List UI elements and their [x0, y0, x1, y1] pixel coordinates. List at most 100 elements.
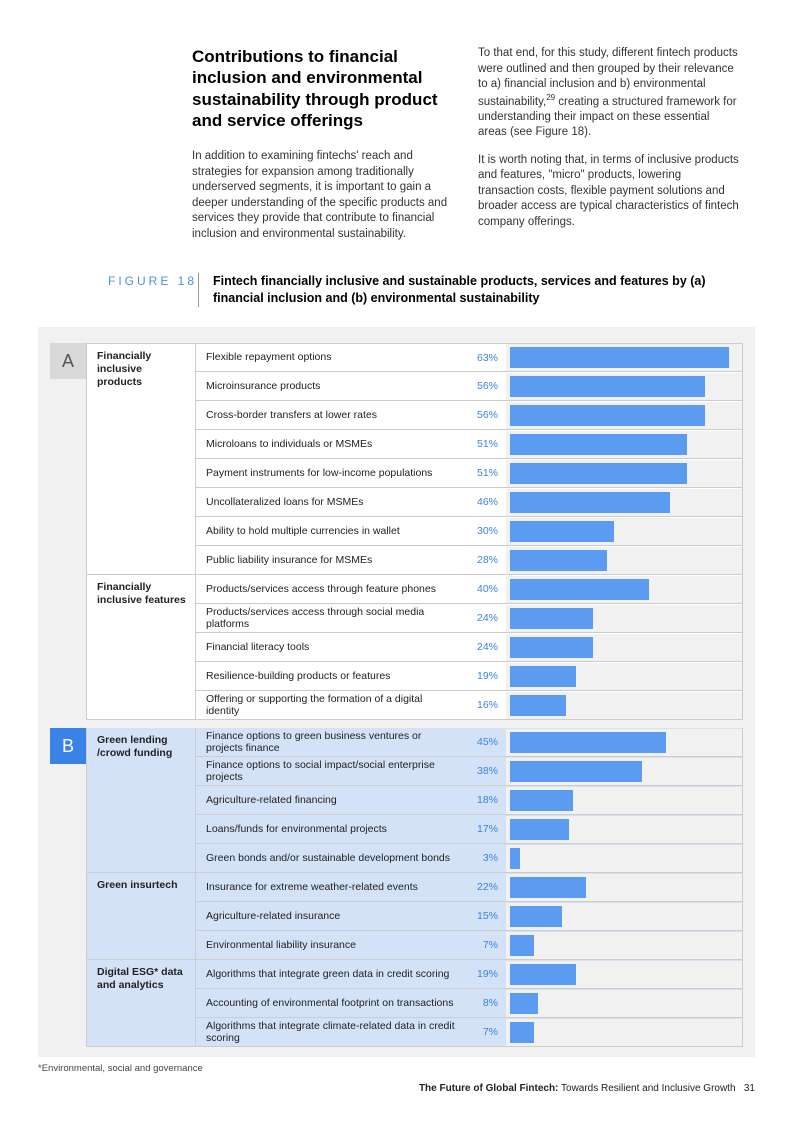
bar-cell	[506, 903, 742, 930]
bar	[510, 376, 705, 397]
chart-row: Offering or supporting the formation of …	[195, 691, 743, 720]
figure-title: Fintech financially inclusive and sustai…	[213, 273, 740, 307]
chart-row: Financial literacy tools24%	[195, 633, 743, 662]
item-label: Loans/funds for environmental projects	[196, 823, 466, 835]
item-label: Uncollateralized loans for MSMEs	[196, 496, 466, 508]
item-percentage: 51%	[466, 438, 506, 450]
bar	[510, 848, 520, 869]
bar	[510, 906, 562, 927]
item-percentage: 16%	[466, 699, 506, 711]
category-label: Green lending /crowd funding	[86, 728, 195, 873]
bar-cell	[506, 758, 742, 785]
item-percentage: 56%	[466, 380, 506, 392]
bar-cell	[506, 402, 742, 429]
chart-row: Finance options to green business ventur…	[195, 728, 743, 757]
bar	[510, 492, 670, 513]
bar-cell	[506, 845, 742, 872]
item-label: Agriculture-related insurance	[196, 910, 466, 922]
category-label: Digital ESG* data and analytics	[86, 960, 195, 1047]
chart-row: Ability to hold multiple currencies in w…	[195, 517, 743, 546]
chart-row: Loans/funds for environmental projects17…	[195, 815, 743, 844]
bar-cell	[506, 634, 742, 661]
figure-label: FIGURE 18	[108, 273, 184, 288]
chart-row: Finance options to social impact/social …	[195, 757, 743, 786]
item-percentage: 38%	[466, 765, 506, 777]
category-label: Green insurtech	[86, 873, 195, 960]
item-percentage: 19%	[466, 670, 506, 682]
chart-area: AFinancially inclusive productsFlexible …	[38, 327, 755, 1057]
item-percentage: 8%	[466, 997, 506, 1009]
bar-cell	[506, 489, 742, 516]
chart-row: Payment instruments for low-income popul…	[195, 459, 743, 488]
item-label: Payment instruments for low-income popul…	[196, 467, 466, 479]
chart-row: Agriculture-related financing18%	[195, 786, 743, 815]
bar	[510, 761, 642, 782]
bar	[510, 964, 576, 985]
item-label: Accounting of environmental footprint on…	[196, 997, 466, 1009]
bar-cell	[506, 961, 742, 988]
left-paragraph: In addition to examining fintechs' reach…	[192, 149, 454, 242]
item-label: Flexible repayment options	[196, 351, 466, 363]
bar-cell	[506, 787, 742, 814]
right-paragraph-2: It is worth noting that, in terms of inc…	[478, 153, 740, 231]
bar	[510, 1022, 534, 1043]
item-percentage: 18%	[466, 794, 506, 806]
item-label: Environmental liability insurance	[196, 939, 466, 951]
bar-cell	[506, 990, 742, 1017]
chart-row: Microloans to individuals or MSMEs51%	[195, 430, 743, 459]
intro-text-block: Contributions to financial inclusion and…	[192, 46, 740, 242]
chart-row: Environmental liability insurance7%	[195, 931, 743, 960]
footnote-ref: 29	[546, 93, 555, 102]
chart-row: Agriculture-related insurance15%	[195, 902, 743, 931]
item-percentage: 46%	[466, 496, 506, 508]
bar	[510, 608, 593, 629]
chart-row: Insurance for extreme weather-related ev…	[195, 873, 743, 902]
bar	[510, 819, 569, 840]
bar-cell	[506, 663, 742, 690]
chart-row: Algorithms that integrate climate-relate…	[195, 1018, 743, 1047]
item-percentage: 24%	[466, 641, 506, 653]
bar-cell	[506, 431, 742, 458]
figure-header: FIGURE 18 Fintech financially inclusive …	[108, 273, 740, 307]
left-column: Contributions to financial inclusion and…	[192, 46, 454, 242]
bar-cell	[506, 816, 742, 843]
item-percentage: 22%	[466, 881, 506, 893]
bar	[510, 666, 576, 687]
panel-spacer	[50, 873, 86, 960]
panel-row: BGreen lending /crowd fundingFinance opt…	[50, 728, 743, 873]
right-column: To that end, for this study, different f…	[478, 46, 740, 242]
bar	[510, 550, 607, 571]
panel-marker: A	[50, 343, 86, 379]
item-percentage: 63%	[466, 352, 506, 364]
items-wrap: Products/services access through feature…	[195, 575, 743, 720]
item-percentage: 51%	[466, 467, 506, 479]
footer-rest: Towards Resilient and Inclusive Growth	[558, 1083, 735, 1094]
item-percentage: 28%	[466, 554, 506, 566]
item-label: Products/services access through feature…	[196, 583, 466, 595]
item-percentage: 56%	[466, 409, 506, 421]
bar	[510, 790, 573, 811]
item-percentage: 40%	[466, 583, 506, 595]
items-wrap: Finance options to green business ventur…	[195, 728, 743, 873]
page-number: 31	[744, 1083, 755, 1094]
panel-row: Digital ESG* data and analyticsAlgorithm…	[50, 960, 743, 1047]
bar-cell	[506, 729, 742, 756]
item-label: Ability to hold multiple currencies in w…	[196, 525, 466, 537]
panel-marker: B	[50, 728, 86, 764]
item-label: Microinsurance products	[196, 380, 466, 392]
section-title: Contributions to financial inclusion and…	[192, 46, 454, 131]
item-label: Microloans to individuals or MSMEs	[196, 438, 466, 450]
footnote: *Environmental, social and governance	[38, 1063, 203, 1074]
bar-cell	[506, 692, 742, 719]
item-label: Offering or supporting the formation of …	[196, 693, 466, 717]
bar	[510, 993, 538, 1014]
bar-cell	[506, 1019, 742, 1046]
chart-row: Microinsurance products56%	[195, 372, 743, 401]
items-wrap: Flexible repayment options63% Microinsura…	[195, 343, 743, 575]
divider	[198, 273, 199, 307]
panel-row: Green insurtechInsurance for extreme wea…	[50, 873, 743, 960]
item-label: Products/services access through social …	[196, 606, 466, 630]
panel-row: Financially inclusive featuresProducts/s…	[50, 575, 743, 720]
bar	[510, 405, 705, 426]
bar	[510, 463, 687, 484]
